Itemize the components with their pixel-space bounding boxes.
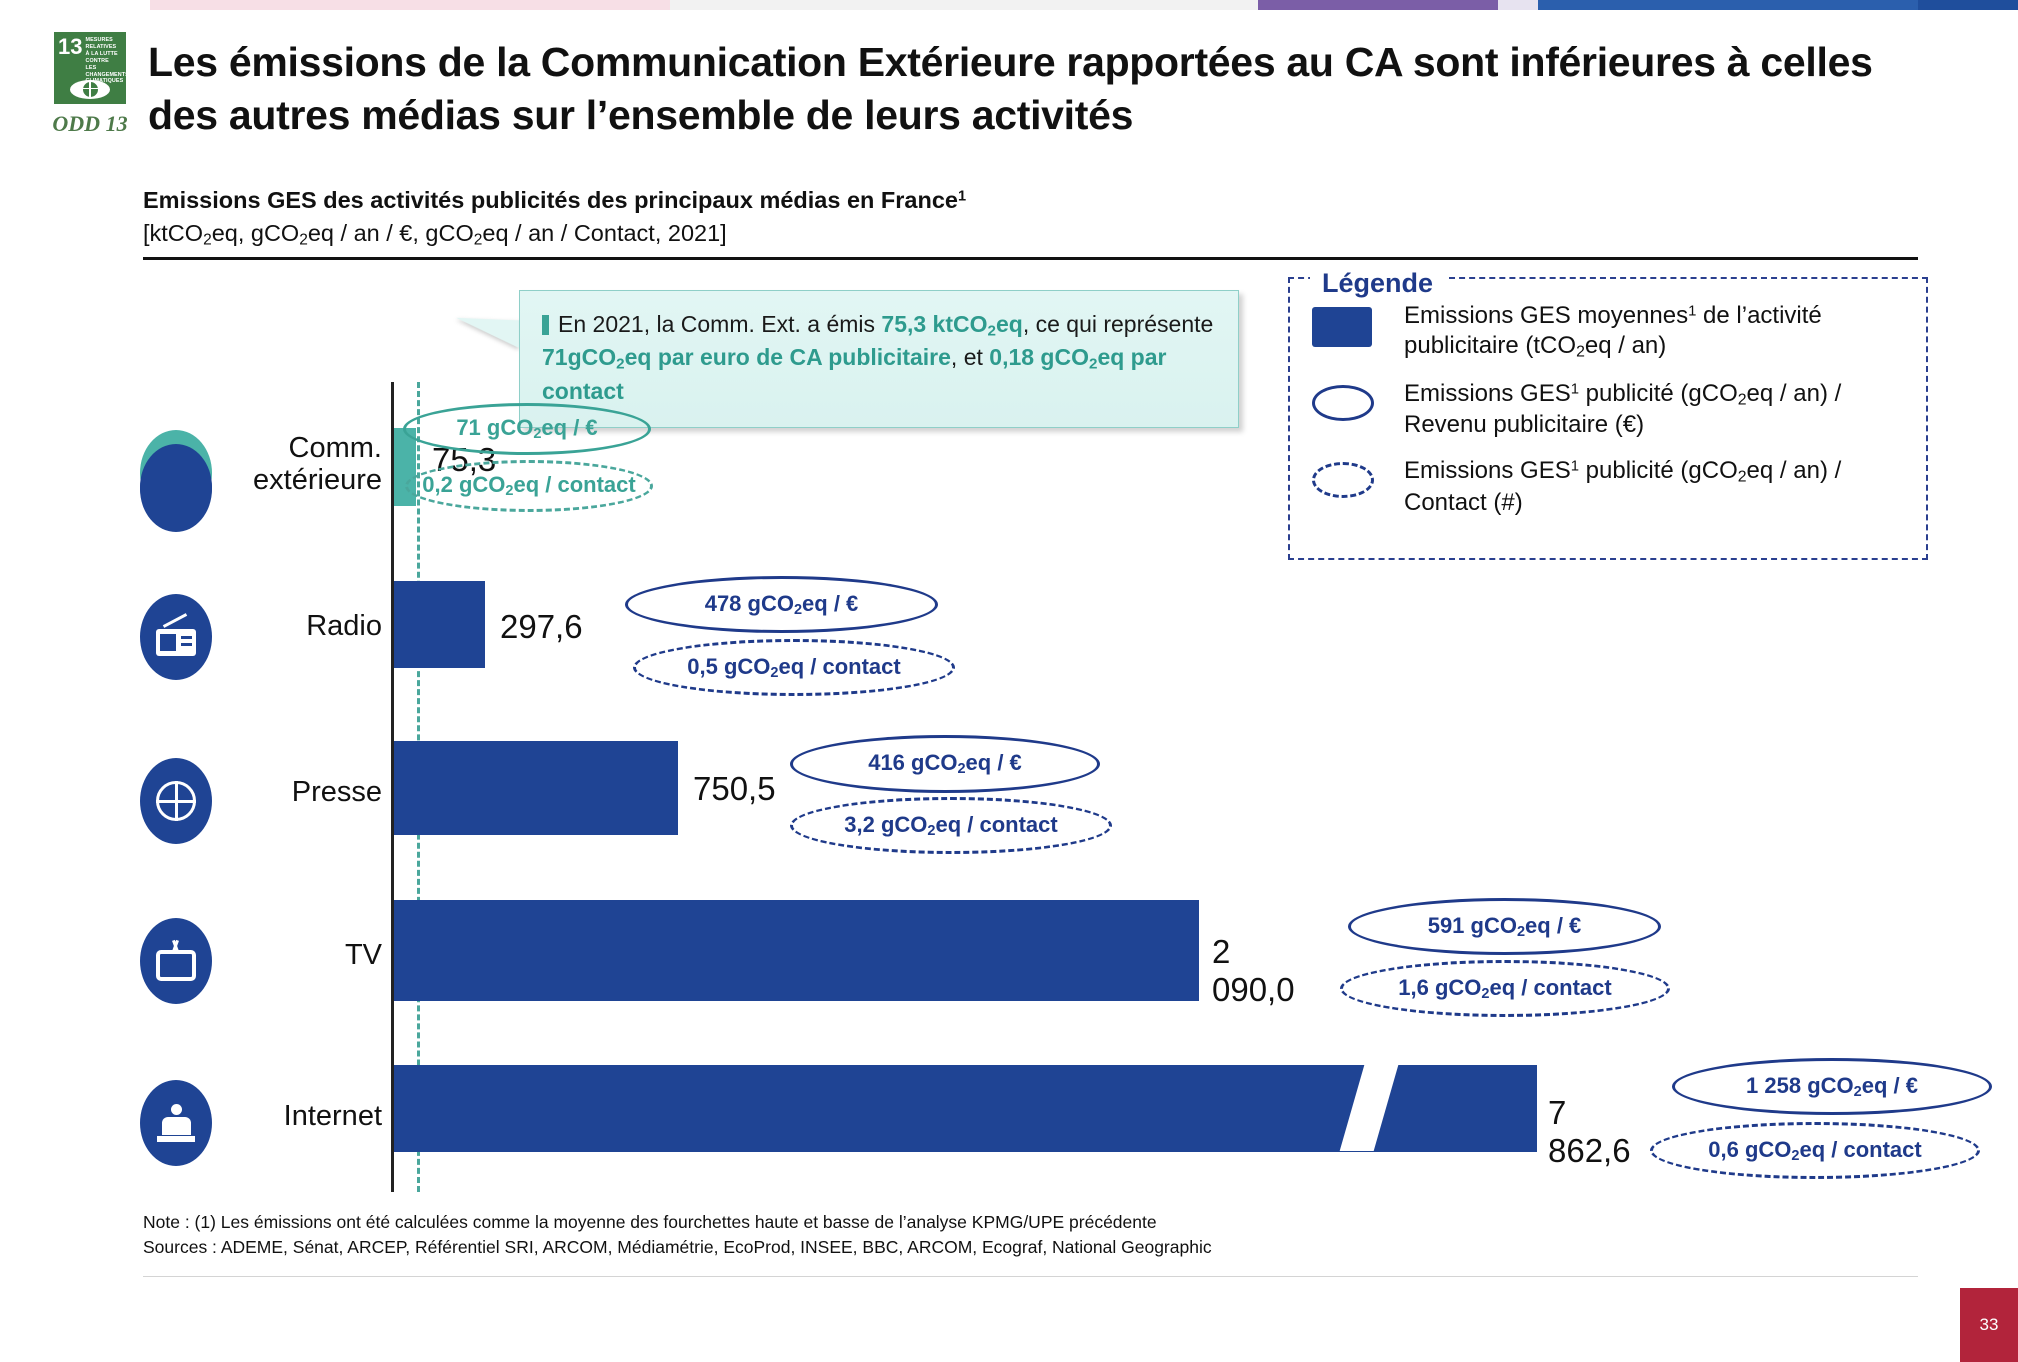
odd-line-2: À LA LUTTE CONTRE (85, 50, 118, 64)
footnote-sources: Sources : ADEME, Sénat, ARCEP, Référenti… (143, 1237, 1212, 1258)
annotation-per-contact-radio: 0,5 gCO2eq / contact (633, 639, 955, 696)
people-icon (140, 1080, 212, 1166)
globe-icon (140, 758, 212, 844)
chart-legend: Emissions GES moyennes1 de l’activité pu… (1288, 277, 1928, 560)
odd-text-lines: MESURES RELATIVES À LA LUTTE CONTRE LES … (85, 37, 128, 85)
odd-line-4: CLIMATIQUES (85, 78, 124, 85)
legend-label-1: Emissions GES moyennes1 de l’activité pu… (1404, 302, 1822, 361)
legend-title: Légende (1310, 268, 1446, 299)
annotation-per-euro-tv: 591 gCO2eq / € (1348, 898, 1661, 955)
bar-tv (394, 900, 1199, 1001)
category-label-radio: Radio (306, 610, 382, 642)
top-accent-bar-lavender (1498, 0, 1538, 10)
legend-label-3: Emissions GES1 publicité (gCO2eq / an) /… (1404, 457, 1842, 516)
legend-item-average-emissions: Emissions GES moyennes1 de l’activité pu… (1312, 301, 1908, 363)
category-label-tv: TV (344, 939, 382, 971)
footnote-note: Note : (1) Les émissions ont été calculé… (143, 1212, 1157, 1232)
top-accent-bar-pink (150, 0, 670, 10)
legend-item-per-revenue: Emissions GES1 publicité (gCO2eq / an) /… (1312, 379, 1908, 441)
bar-value-tv: 2 090,0 (1212, 933, 1295, 1008)
bar-presse (394, 741, 678, 835)
category-label-comm-exterieure: Comm. extérieure (253, 432, 382, 497)
callout-bullet-icon (542, 315, 549, 335)
top-accent-bar-purple (1258, 0, 1498, 10)
legend-symbol-solid-ellipse-icon (1312, 379, 1404, 421)
annotation-per-euro-comm-exterieure: 71 gCO2eq / € (403, 403, 651, 455)
odd-line-1: MESURES RELATIVES (85, 37, 117, 50)
header-divider (143, 257, 1918, 260)
chart-y-axis (391, 382, 394, 1192)
noop (140, 446, 212, 532)
annotation-per-contact-presse: 3,2 gCO2eq / contact (790, 797, 1112, 854)
eye-globe-icon (70, 80, 110, 99)
legend-symbol-dashed-ellipse-icon (1312, 456, 1404, 499)
chart-subtitle-line2: [ktCO2eq, gCO2eq / an / €, gCO2eq / an /… (143, 220, 727, 249)
odd-number: 13 (58, 34, 83, 59)
odd-13-badge: 13 MESURES RELATIVES À LA LUTTE CONTRE L… (45, 32, 135, 137)
odd-line-3: LES CHANGEMENTS (85, 64, 129, 78)
legend-item-per-contact: Emissions GES1 publicité (gCO2eq / an) /… (1312, 456, 1908, 518)
annotation-per-contact-internet: 0,6 gCO2eq / contact (1650, 1122, 1980, 1179)
annotation-per-euro-radio: 478 gCO2eq / € (625, 576, 938, 633)
insight-callout: En 2021, la Comm. Ext. a émis 75,3 ktCO2… (519, 290, 1239, 429)
top-accent-bar-gray (670, 0, 1260, 10)
chart-subtitle-line1: Emissions GES des activités publicités d… (143, 187, 967, 213)
footnote-block: Note : (1) Les émissions ont été calculé… (143, 1210, 1212, 1261)
bar-value-radio: 297,6 (500, 608, 583, 645)
radio-icon (140, 594, 212, 680)
annotation-per-euro-presse: 416 gCO2eq / € (790, 735, 1100, 793)
odd-badge-graphic: 13 MESURES RELATIVES À LA LUTTE CONTRE L… (54, 32, 129, 104)
page-number: 33 (1960, 1288, 2018, 1362)
noop2 (140, 448, 212, 534)
footer-divider (143, 1276, 1918, 1277)
legend-label-2: Emissions GES1 publicité (gCO2eq / an) /… (1404, 379, 1842, 439)
category-label-internet: Internet (283, 1100, 382, 1132)
annotation-per-euro-internet: 1 258 gCO2eq / € (1672, 1058, 1992, 1115)
annotation-per-contact-comm-exterieure: 0,2 gCO2eq / contact (405, 460, 653, 512)
chart-subtitle: Emissions GES des activités publicités d… (143, 186, 1918, 250)
bar-radio (394, 581, 485, 668)
category-label-presse: Presse (291, 776, 382, 808)
annotation-per-contact-tv: 1,6 gCO2eq / contact (1340, 960, 1670, 1017)
top-accent-bar-blue-right (1918, 0, 2018, 10)
bar-value-internet: 7 862,6 (1548, 1094, 1631, 1169)
legend-symbol-filled-rect-icon (1312, 301, 1404, 347)
bar-value-presse: 750,5 (693, 770, 776, 807)
top-accent-bar-blue (1538, 0, 1918, 10)
tv-icon (140, 918, 212, 1004)
odd-label: ODD 13 (52, 111, 128, 136)
page-title: Les émissions de la Communication Extéri… (148, 39, 1873, 139)
